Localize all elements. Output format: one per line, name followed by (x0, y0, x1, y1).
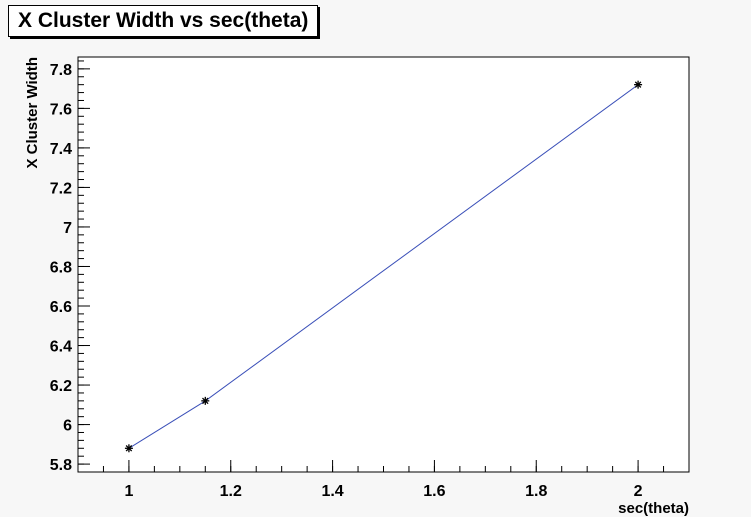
data-point-marker (124, 444, 133, 453)
x-tick-label: 2 (634, 483, 643, 500)
y-tick-label: 7 (63, 220, 72, 237)
data-point-marker (634, 80, 643, 89)
x-tick-label: 1.6 (423, 483, 445, 500)
x-tick-label: 1.2 (220, 483, 242, 500)
y-tick-label: 5.8 (50, 457, 72, 474)
y-axis-ticks (78, 60, 90, 473)
x-axis-title: sec(theta) (618, 500, 689, 517)
y-tick-label: 7.4 (50, 141, 72, 158)
y-tick-label: 7.8 (50, 62, 72, 79)
data-point-marker (201, 396, 210, 405)
x-tick-label: 1.4 (321, 483, 343, 500)
y-tick-label: 6 (63, 418, 72, 435)
chart-title: X Cluster Width vs sec(theta) (8, 5, 319, 37)
x-axis-ticks (77, 460, 690, 472)
x-tick-label: 1 (124, 483, 133, 500)
y-axis-title: X Cluster Width (24, 57, 41, 169)
plot-frame (77, 56, 690, 473)
y-tick-label: 7.6 (50, 101, 72, 118)
marker-layer (124, 80, 643, 453)
y-tick-label: 6.6 (50, 299, 72, 316)
x-tick-label: 1.8 (525, 483, 547, 500)
x-axis-tick-labels: 1 1.2 1.4 1.6 1.8 2 (124, 483, 642, 500)
y-tick-label: 6.8 (50, 259, 72, 276)
y-tick-label: 6.2 (50, 378, 72, 395)
y-tick-label: 6.4 (50, 339, 72, 356)
y-axis-tick-labels: 5.8 6 6.2 6.4 6.6 6.8 7 7.2 7.4 7.6 7.8 (50, 62, 72, 474)
y-tick-label: 7.2 (50, 180, 72, 197)
